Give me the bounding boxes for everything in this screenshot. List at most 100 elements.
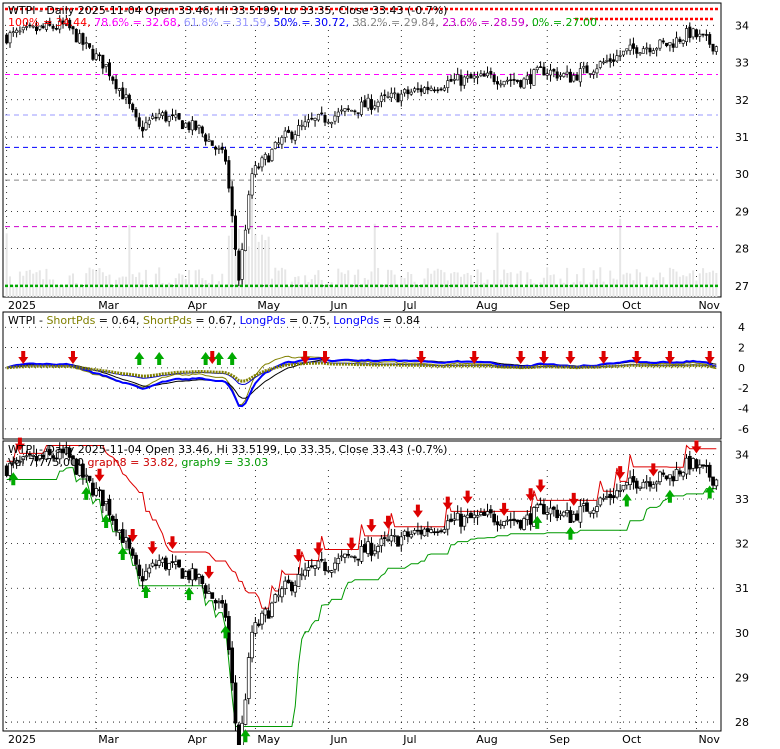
candle-body — [572, 75, 576, 82]
signal-candle-body — [472, 514, 477, 519]
price-y-tick-label: 31 — [735, 131, 749, 144]
candle-body — [645, 47, 649, 50]
price-y-ticks: 34 33 32 31 30 29 28 27 — [735, 19, 749, 293]
candle-body — [214, 146, 218, 150]
candle-body — [658, 39, 662, 49]
signal-sell-arrow — [293, 549, 304, 563]
candle-body — [403, 89, 407, 94]
candle-body — [134, 109, 138, 118]
volume-bar — [463, 274, 466, 297]
candle-body — [379, 95, 383, 102]
signal-candle-body — [386, 539, 390, 541]
candle-body — [170, 114, 174, 117]
signal-candle-body — [495, 521, 500, 526]
candle-body — [704, 34, 708, 36]
signal-candle-body — [8, 462, 12, 476]
price-title: WTPI - Daily 2025-11-04 Open 33.46, Hi 3… — [8, 4, 447, 17]
volume-bar — [446, 280, 449, 297]
price-y-tick-label: 30 — [735, 168, 749, 181]
candle-body — [48, 20, 52, 26]
candle-body — [326, 121, 330, 124]
signal-candle-body — [309, 565, 314, 568]
signal-buy-arrow — [220, 625, 231, 639]
volume-bar — [632, 280, 635, 297]
signal-y-tick-label: 31 — [735, 582, 749, 595]
sell-arrow — [565, 351, 576, 364]
candle-body — [127, 94, 131, 105]
signal-candle-body — [293, 585, 298, 593]
signal-candle-body — [47, 449, 52, 455]
candle-body — [61, 20, 65, 25]
candle-body — [78, 33, 82, 44]
volume-bar — [542, 277, 545, 297]
signal-buy-arrow — [532, 515, 543, 529]
oscillator-y-tick-label: 2 — [738, 342, 745, 355]
volume-bar — [284, 269, 287, 297]
volume-bar — [416, 285, 419, 297]
signal-candle-body — [389, 535, 394, 542]
candle-body — [177, 113, 181, 120]
candle-body — [525, 75, 529, 81]
signal-candle-body — [605, 496, 609, 498]
volume-bar — [324, 284, 327, 297]
candle-body — [505, 79, 509, 82]
volume-bar — [503, 269, 506, 297]
volume-bar — [300, 284, 303, 297]
volume-bar — [347, 270, 350, 297]
candle-body — [243, 229, 247, 251]
candle-body — [28, 24, 32, 27]
signal-candle-body — [306, 567, 311, 571]
signal-candle-body — [170, 561, 175, 563]
volume-bar — [652, 277, 655, 297]
signal-candle-body — [585, 502, 589, 512]
candle-body — [655, 48, 659, 51]
signal-candle-body — [399, 536, 404, 546]
candle-body — [641, 48, 645, 54]
volume-bar — [32, 273, 35, 297]
candle-body — [283, 130, 287, 138]
candle-body — [628, 44, 632, 51]
volume-bar — [595, 278, 598, 297]
fib-legend-item: 78.6% = 32.68, — [94, 16, 184, 29]
volume-bar — [58, 285, 61, 297]
fib-legend-item: 50% = 30.72, — [273, 16, 352, 29]
signal-x-tick-label: Aug — [476, 733, 497, 745]
signal-candle-body — [412, 530, 417, 534]
volume-bar — [174, 278, 177, 297]
volume-bar — [642, 286, 645, 297]
candle-body — [15, 29, 19, 33]
candle-body — [711, 43, 715, 52]
signal-sell-arrow — [648, 463, 659, 477]
sell-arrow — [416, 351, 427, 364]
volume-bar — [320, 279, 323, 297]
volume-bar — [370, 271, 373, 297]
signal-candle-body — [21, 456, 26, 461]
signal-candle-body — [578, 505, 583, 523]
volume-bar — [111, 285, 114, 297]
candle-body — [144, 122, 148, 130]
candle-body — [21, 26, 25, 31]
signal-buy-arrow — [565, 526, 576, 540]
volume-bar — [164, 286, 167, 297]
candle-body — [94, 53, 98, 60]
volume-bar — [489, 284, 492, 297]
candle-body — [141, 126, 145, 132]
signal-candle-body — [469, 512, 473, 519]
signal-sell-arrow — [167, 536, 178, 550]
candle-body — [489, 71, 493, 75]
signal-sell-arrow — [366, 519, 377, 533]
volume-bar — [513, 285, 516, 297]
candle-body — [389, 92, 393, 98]
volume-bar — [529, 278, 532, 297]
signal-candle-body — [333, 562, 337, 570]
signal-candle-body — [681, 472, 686, 477]
volume-bar — [572, 282, 575, 297]
signal-candle-body — [51, 455, 55, 459]
signal-candle-body — [704, 464, 709, 467]
candle-body — [207, 139, 211, 142]
signal-candle-body — [339, 555, 344, 558]
volume-bar — [393, 274, 396, 297]
candle-body — [250, 173, 254, 196]
signal-sell-arrow — [615, 466, 626, 480]
volume-bar — [95, 270, 98, 297]
